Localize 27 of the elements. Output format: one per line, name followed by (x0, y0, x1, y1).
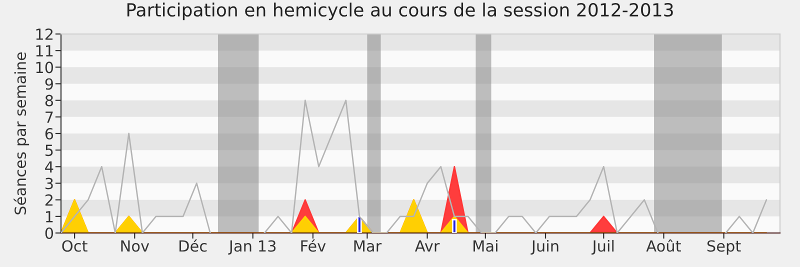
y-tick-label: 9 (45, 78, 53, 90)
y-tick-label: 12 (36, 28, 53, 40)
y-tick-label: 0 (45, 227, 54, 240)
y-tick-label: 1 (46, 211, 53, 222)
x-tick-label: Déc (180, 239, 207, 252)
x-tick-label: Jan 13 (228, 240, 276, 255)
y-tick-label: 3 (46, 178, 53, 190)
x-tick-label: Nov (121, 240, 150, 252)
x-tick-label: Oct (62, 240, 88, 252)
x-tick-label: Juin (530, 240, 558, 255)
y-tick-label: 6 (45, 128, 54, 140)
y-tick-label: 8 (45, 94, 54, 106)
x-tick-label: Juil (592, 240, 614, 255)
y-tick-label: 4 (45, 161, 54, 172)
x-tick-label: Sept (707, 240, 741, 255)
y-tick-label: 2 (45, 194, 53, 206)
y-tick-label: 10 (36, 62, 54, 74)
x-tick-label: Avr (414, 240, 440, 252)
x-tick-label: Août (646, 239, 681, 252)
x-tick-label: Mar (354, 240, 382, 252)
y-tick-label: 5 (46, 144, 53, 156)
y-tick-label: 7 (46, 112, 53, 123)
x-tick-label: Fév (301, 239, 326, 252)
x-tick-label: Mai (474, 240, 498, 252)
y-tick-label: 11 (36, 45, 53, 56)
y-axis-title: Séances par semaine (14, 52, 30, 214)
chart-title: Participation en hemicycle au cours de la session 2012-2013 (127, 2, 673, 20)
